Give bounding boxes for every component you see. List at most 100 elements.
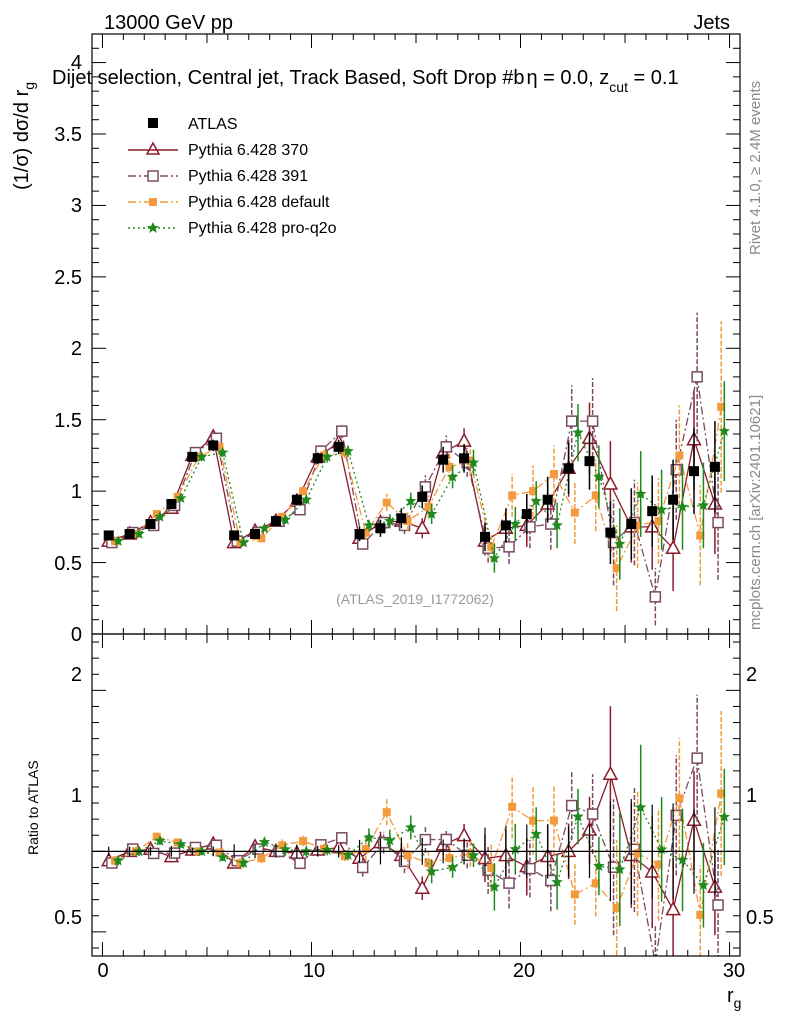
data-point — [712, 899, 724, 911]
data-point — [440, 833, 453, 846]
data-point — [591, 879, 600, 888]
data-point — [340, 448, 349, 457]
legend-label: ATLAS — [188, 116, 238, 133]
data-point — [333, 441, 344, 452]
data-point — [718, 425, 730, 436]
data-point — [237, 857, 250, 868]
data-point — [647, 506, 658, 517]
series-p370 — [100, 389, 723, 592]
selection-prefix: Dijet selection, Central jet, Track Base… — [52, 67, 524, 89]
category-label: Jets — [693, 12, 730, 34]
data-point — [446, 861, 459, 872]
data-point — [354, 529, 365, 539]
legend-label: Pythia 6.428 default — [188, 194, 330, 211]
data-point — [487, 542, 496, 551]
legend-marker-q2o — [147, 222, 159, 233]
legend-marker-default — [149, 198, 157, 206]
data-point — [697, 499, 710, 511]
data-point — [112, 854, 124, 866]
ratio-tick-label-right: 1 — [746, 785, 757, 807]
legend-marker-370 — [145, 141, 161, 155]
data-point — [696, 531, 705, 540]
ratio-plot-frame — [91, 633, 741, 957]
data-point — [168, 847, 181, 859]
data-point — [321, 450, 333, 462]
series-p370-ratio — [100, 706, 723, 956]
data-point — [508, 802, 517, 811]
data-point — [446, 470, 459, 482]
data-point — [403, 851, 412, 860]
data-point — [152, 510, 161, 518]
data-point — [668, 494, 679, 505]
data-point — [237, 536, 250, 548]
y-tick-label: 0 — [71, 624, 82, 646]
data-point — [691, 371, 703, 383]
data-point — [196, 450, 208, 462]
x-title-text: r — [727, 985, 734, 1007]
series-line — [111, 376, 719, 598]
data-point — [675, 794, 684, 803]
data-point — [530, 495, 542, 506]
data-point — [614, 538, 626, 549]
data-point — [654, 517, 663, 526]
data-point — [417, 491, 428, 502]
data-point — [216, 446, 229, 458]
data-point — [605, 527, 616, 538]
data-point — [670, 463, 682, 476]
data-point — [633, 521, 642, 530]
data-point — [655, 843, 668, 855]
data-point — [258, 836, 271, 847]
data-point — [665, 539, 681, 555]
x-tick-label: 20 — [513, 960, 535, 982]
data-point — [542, 494, 553, 505]
data-point — [405, 821, 417, 833]
data-point — [438, 454, 449, 465]
data-point — [551, 876, 563, 887]
ratio-tick-label-right: 0.5 — [746, 907, 774, 929]
data-point — [336, 832, 348, 844]
y-tick-label: 1.5 — [54, 410, 82, 432]
data-point — [252, 843, 264, 855]
data-point — [572, 810, 584, 822]
rivet-label: Rivet 4.1.0, ≥ 2.4M events — [747, 81, 764, 255]
data-point — [396, 513, 407, 524]
data-point — [488, 552, 501, 564]
data-point — [655, 503, 668, 515]
data-point — [215, 442, 224, 451]
data-point — [689, 466, 700, 477]
data-point — [175, 838, 187, 850]
data-point — [145, 519, 156, 529]
data-point — [593, 470, 605, 482]
data-point — [424, 502, 433, 511]
data-point — [382, 808, 391, 817]
data-point — [602, 765, 619, 781]
x-tick-label: 30 — [723, 960, 745, 982]
ratio-tick-label: 1 — [71, 785, 82, 807]
energy-label: 13000 GeV pp — [104, 12, 233, 34]
data-point — [103, 530, 114, 541]
data-point — [467, 456, 480, 468]
data-point — [529, 816, 538, 825]
data-point — [635, 801, 647, 813]
data-point — [712, 516, 724, 529]
data-point — [419, 833, 432, 846]
data-point — [154, 834, 166, 846]
data-point — [279, 843, 292, 855]
data-point — [250, 529, 261, 539]
x-tick-label: 0 — [97, 960, 108, 982]
data-point — [717, 402, 726, 411]
data-point — [459, 453, 470, 464]
data-point — [445, 462, 454, 471]
data-point — [216, 851, 229, 863]
data-point — [650, 959, 660, 969]
data-point — [508, 491, 517, 500]
data-point — [124, 529, 135, 539]
data-point — [363, 519, 375, 531]
data-point — [612, 564, 621, 573]
data-point — [500, 520, 511, 531]
data-point — [299, 487, 308, 496]
data-point — [521, 509, 532, 519]
y-ratio-title: Ratio to ATLAS — [25, 760, 41, 855]
data-point — [503, 877, 515, 889]
x-tick-label: 10 — [303, 960, 325, 982]
